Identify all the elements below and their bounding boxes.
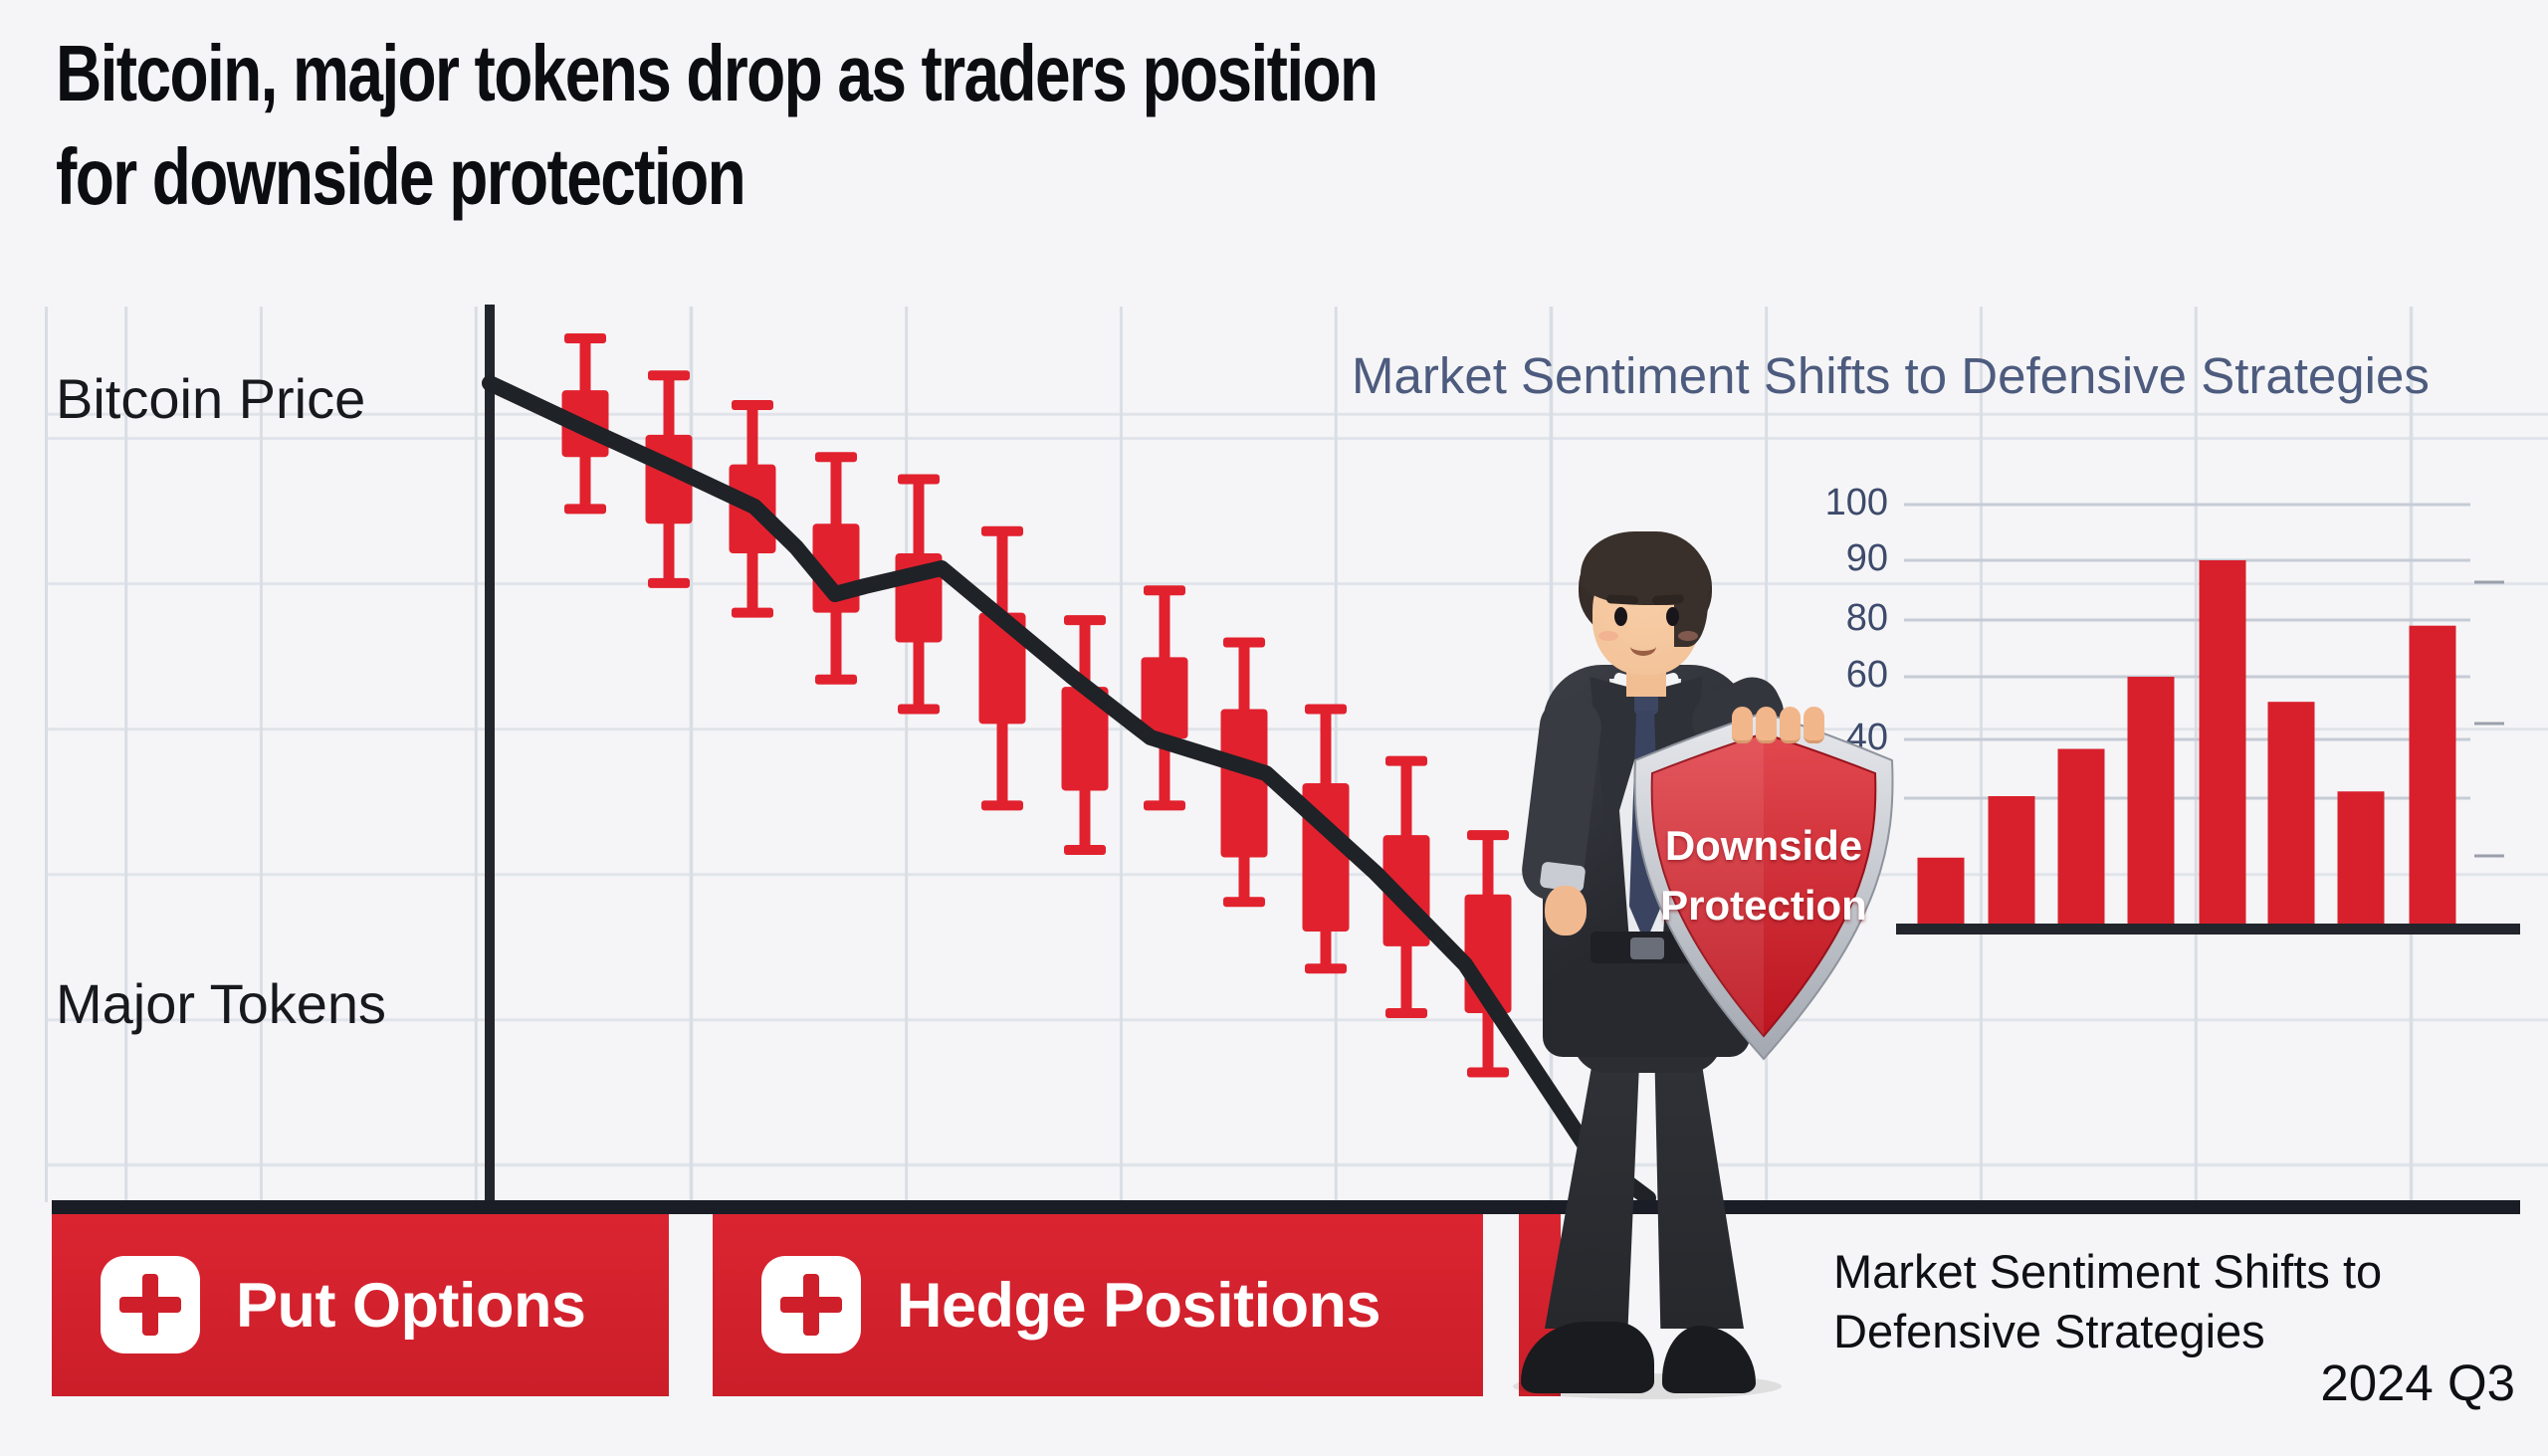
headline-line2: for downside protection [56, 132, 746, 221]
candlestick-series [561, 333, 1512, 1078]
bar [2127, 677, 2175, 929]
shield-highlight [1651, 733, 1764, 1036]
price-chart-y-axis [485, 305, 495, 1202]
sentiment-bars [1917, 560, 2456, 929]
candle-low-cap [1305, 963, 1347, 974]
candle-high-cap [1144, 585, 1185, 596]
candle-high-cap [648, 370, 690, 381]
mouth [1630, 637, 1656, 656]
plus-glyph-vertical [803, 1274, 819, 1336]
footer-line2: Defensive Strategies [1833, 1305, 2265, 1357]
shield-label-line2: Protection [1660, 882, 1867, 929]
shield-face [1650, 731, 1877, 1038]
hedge-positions-button[interactable]: Hedge Positions [713, 1214, 1483, 1396]
plus-icon [761, 1256, 861, 1353]
left-eye [1614, 607, 1627, 626]
bar [2267, 702, 2315, 929]
footer-line1: Market Sentiment Shifts to [1833, 1245, 2383, 1298]
bitcoin-price-label: Bitcoin Price [56, 367, 366, 430]
right-leg [1654, 1040, 1744, 1329]
put-options-label: Put Options [236, 1270, 586, 1341]
candle-high-cap [1467, 830, 1509, 841]
left-eyebrow [1605, 594, 1639, 605]
candle-low-cap [1144, 800, 1185, 811]
finger [1780, 707, 1801, 743]
candle-low-cap [732, 607, 773, 618]
candle-low-cap [815, 674, 857, 685]
hedge-positions-label: Hedge Positions [897, 1270, 1381, 1341]
bar [2337, 791, 2385, 929]
finger [1732, 707, 1753, 743]
candle-high-cap [732, 400, 773, 411]
candle-low-cap [564, 504, 606, 515]
candle-body [1061, 687, 1109, 791]
bar-chart-baseline [1896, 924, 2520, 935]
candle-high-cap [564, 333, 606, 343]
headline-line1: Bitcoin, major tokens drop as traders po… [56, 29, 1379, 117]
finger [1756, 707, 1777, 743]
candle-low-cap [898, 704, 940, 715]
right-blush [1678, 631, 1698, 641]
right-shoe [1662, 1326, 1756, 1393]
candle-body [1141, 657, 1188, 739]
shield-label-line1: Downside [1664, 822, 1863, 869]
candle-low-cap [981, 800, 1023, 811]
bottom-divider [52, 1200, 2520, 1214]
plus-icon [101, 1256, 200, 1353]
candle-low-cap [648, 577, 690, 588]
sentiment-caption-bottom: Market Sentiment Shifts to Defensive Str… [1833, 1242, 2382, 1361]
plus-glyph-vertical [142, 1274, 158, 1336]
candle-low-cap [1223, 897, 1265, 908]
candle-low-cap [1385, 1007, 1427, 1018]
hand-on-shield [1732, 707, 1827, 743]
candle-low-cap [1467, 1067, 1509, 1078]
right-eye [1666, 607, 1679, 626]
candle-high-cap [898, 474, 940, 485]
candle-body [978, 612, 1026, 725]
candle-body [1220, 709, 1268, 858]
bar [1917, 857, 1965, 929]
candle-high-cap [981, 525, 1023, 536]
bar [2057, 748, 2105, 929]
major-tokens-label: Major Tokens [56, 972, 387, 1035]
shield-icon [1633, 711, 1894, 1061]
left-hand [1545, 886, 1587, 936]
put-options-button[interactable]: Put Options [52, 1214, 669, 1396]
bar [2409, 625, 2456, 929]
candle-high-cap [1305, 704, 1347, 715]
candle-high-cap [1064, 615, 1106, 626]
left-leg [1545, 1040, 1640, 1329]
headline: Bitcoin, major tokens drop as traders po… [56, 22, 1707, 229]
period-label: 2024 Q3 [2320, 1354, 2515, 1411]
candle-high-cap [1385, 755, 1427, 766]
left-shoe [1521, 1322, 1654, 1393]
left-blush [1598, 631, 1618, 641]
candle-high-cap [1223, 637, 1265, 648]
finger [1804, 707, 1824, 743]
candle-high-cap [815, 452, 857, 463]
bar [1988, 796, 2035, 929]
belt-buckle [1630, 937, 1664, 959]
right-eyebrow [1651, 594, 1685, 605]
bar [2199, 560, 2246, 929]
candle-low-cap [1064, 845, 1106, 856]
sentiment-caption-top: Market Sentiment Shifts to Defensive Str… [1352, 347, 2430, 404]
trend-line [482, 375, 1656, 1206]
